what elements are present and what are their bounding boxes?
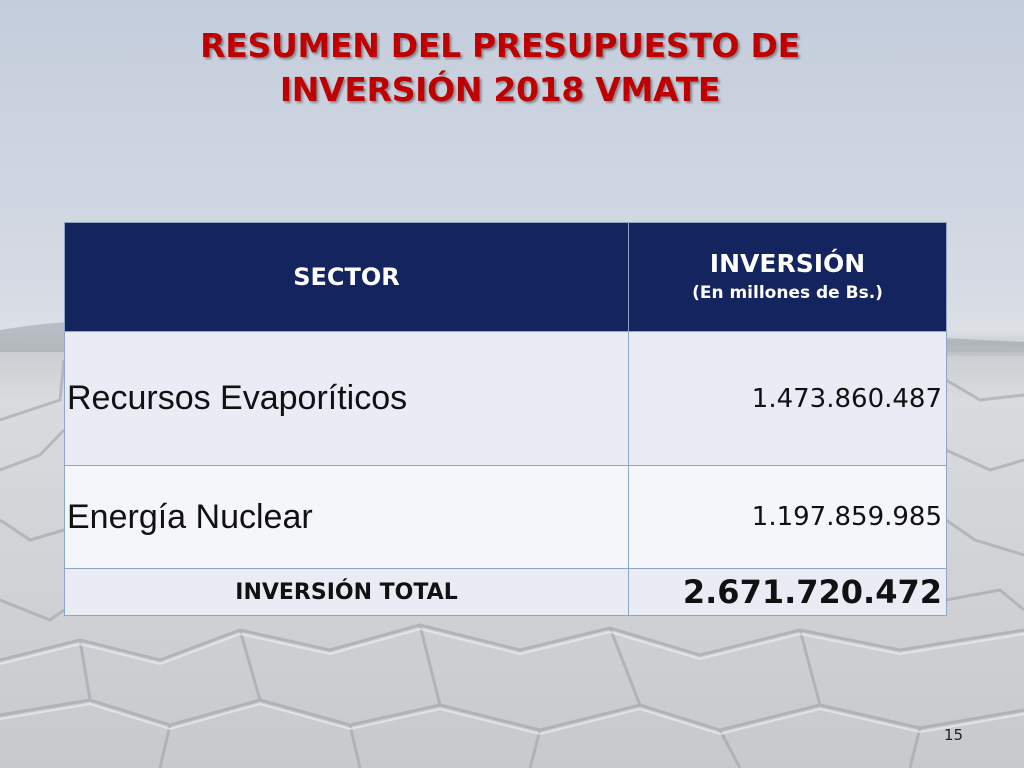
table-row: Energía Nuclear 1.197.859.985: [64, 465, 947, 569]
title-line-2: INVERSIÓN 2018 VMATE: [279, 70, 721, 109]
total-label: INVERSIÓN TOTAL: [64, 568, 629, 616]
sector-cell: Energía Nuclear: [64, 465, 629, 569]
slide-title: RESUMEN DEL PRESUPUESTO DE INVERSIÓN 201…: [0, 24, 1000, 112]
page-number: 15: [944, 726, 964, 744]
total-value: 2.671.720.472: [628, 568, 947, 616]
sector-cell: Recursos Evaporíticos: [64, 331, 629, 466]
investment-cell: 1.197.859.985: [628, 465, 947, 569]
investment-cell: 1.473.860.487: [628, 331, 947, 466]
header-investment-label: INVERSIÓN: [709, 249, 866, 278]
investment-table: SECTOR INVERSIÓN (En millones de Bs.) Re…: [64, 222, 947, 616]
table-row: Recursos Evaporíticos 1.473.860.487: [64, 331, 947, 466]
title-line-1: RESUMEN DEL PRESUPUESTO DE: [200, 26, 800, 65]
header-investment-unit: (En millones de Bs.): [692, 283, 883, 303]
header-sector: SECTOR: [64, 222, 629, 332]
header-investment: INVERSIÓN (En millones de Bs.): [628, 222, 947, 332]
table-header-row: SECTOR INVERSIÓN (En millones de Bs.): [64, 222, 947, 332]
table-total-row: INVERSIÓN TOTAL 2.671.720.472: [64, 568, 947, 616]
